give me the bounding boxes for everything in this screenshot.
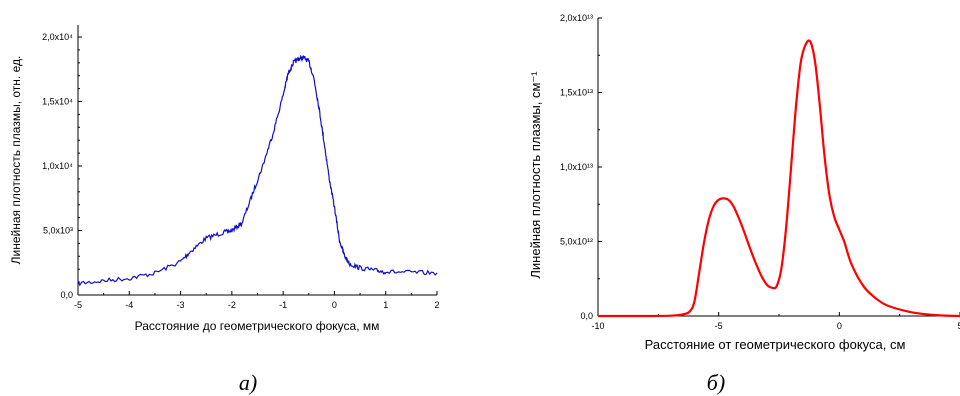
chart-b-y-axis-label: Линейная плотность плазмы, см⁻¹ (528, 71, 543, 279)
chart-b-panel-label: б) (707, 370, 725, 395)
chart-a-x-tick-label: -5 (74, 300, 82, 310)
chart-a-x-tick-label: -4 (125, 300, 133, 310)
chart-b-x-tick-label: 5 (957, 321, 960, 331)
chart-b-x-tick-label: 0 (837, 321, 842, 331)
chart-b-y-tick-label: 0,0 (580, 311, 593, 321)
chart-a-panel-label: а) (239, 370, 257, 395)
chart-a-y-tick-label: 2,0x10⁴ (42, 32, 73, 42)
chart-a-series-line (77, 54, 438, 287)
chart-a-y-tick-label: 1,5x10⁴ (42, 97, 73, 107)
chart-a-x-tick-label: -1 (279, 300, 287, 310)
chart-a-x-tick-label: 2 (434, 300, 439, 310)
chart-panel-a: 0,0 5,0x10³ 1,0x10⁴ 1,5x10⁴ 2,0x10⁴ -5 -4 -3 -2… (9, 25, 440, 395)
chart-a-x-tick-label: -2 (228, 300, 236, 310)
chart-a-y-tick-label: 5,0x10³ (43, 226, 73, 236)
chart-b-series-line (597, 39, 960, 318)
chart-b-y-tick-label: 1,5x10¹³ (560, 88, 593, 98)
chart-panel-b: 0,0 5,0x10¹² 1,0x10¹³ 1,5x10¹³ 2,0x10¹³ -10 -… (528, 13, 960, 395)
chart-b-x-tick-label: -10 (591, 321, 604, 331)
chart-b-x-axis-label: Расстояние от геометрического фокуса, см (645, 337, 906, 352)
chart-a-x-tick-label: -3 (177, 300, 185, 310)
chart-b-x-tick-label: -5 (715, 321, 723, 331)
chart-b-y-tick-label: 2,0x10¹³ (560, 13, 593, 23)
chart-b-y-tick-label: 1,0x10¹³ (560, 162, 593, 172)
chart-a-y-tick-label: 0,0 (60, 290, 73, 300)
chart-a-y-tick-label: 1,0x10⁴ (42, 161, 73, 171)
chart-b-y-tick-label: 5,0x10¹² (560, 237, 593, 247)
chart-a-x-axis-label: Расстояние до геометрического фокуса, мм (135, 319, 380, 333)
chart-a-y-axis-label: Линейная плотность плазмы, отн. ед. (9, 56, 23, 265)
chart-a-x-tick-label: 1 (383, 300, 388, 310)
chart-a-x-tick-label: 0 (332, 300, 337, 310)
